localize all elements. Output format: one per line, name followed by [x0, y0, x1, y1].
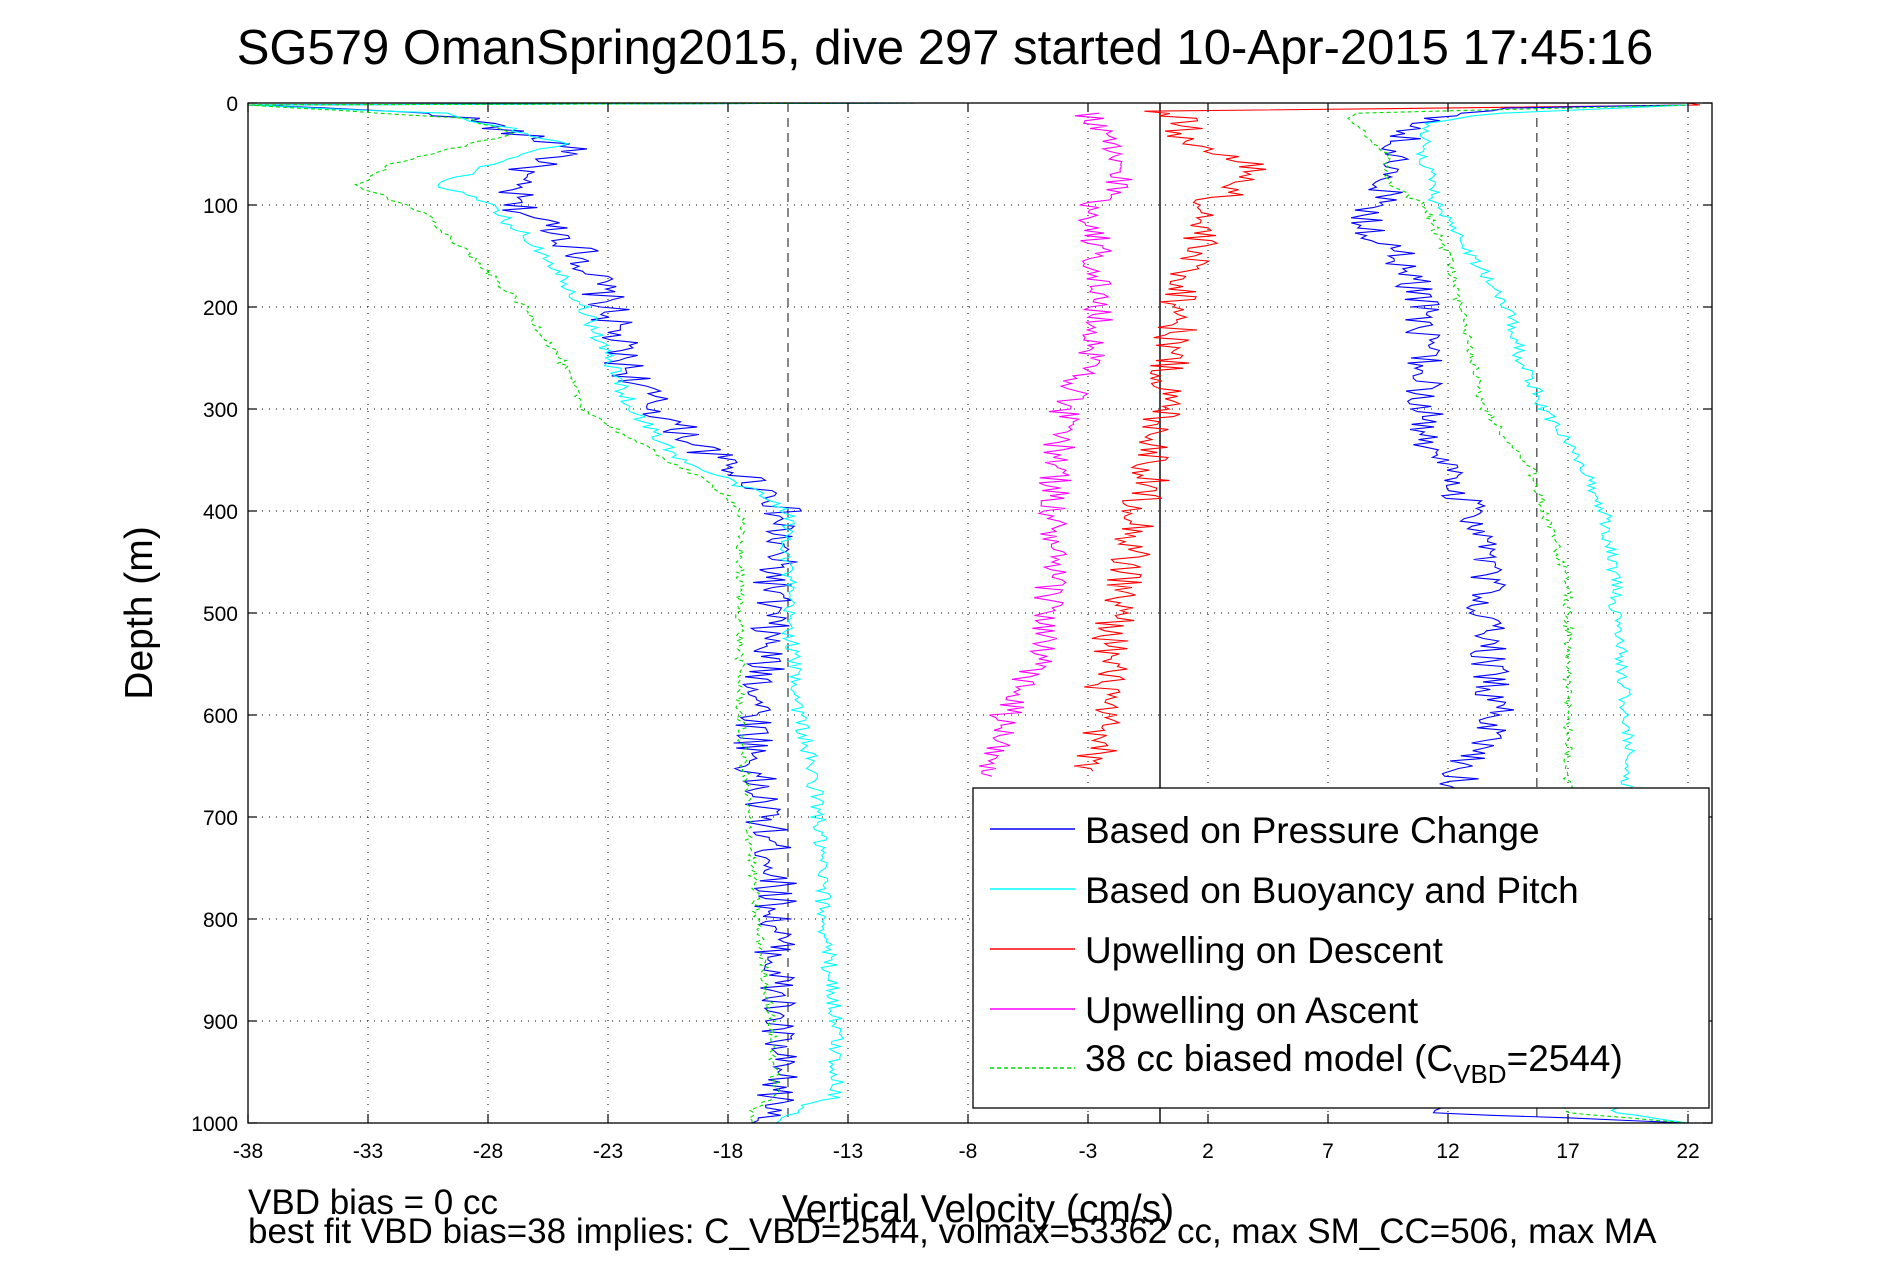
legend-model-subscript: VBD	[1453, 1059, 1506, 1089]
y-axis-label: Depth (m)	[118, 526, 161, 699]
legend-model-prefix: 38 cc biased model (C	[1085, 1038, 1453, 1079]
x-tick-label: 2	[1202, 1140, 1214, 1163]
y-tick-label: 100	[203, 195, 238, 218]
x-tick-label: -8	[959, 1140, 978, 1163]
series-line-upwelling-on-descent-descent	[1073, 102, 1701, 772]
legend-label: Based on Buoyancy and Pitch	[1085, 870, 1579, 911]
y-tick-label: 900	[203, 1011, 238, 1034]
y-tick-label: 600	[203, 705, 238, 728]
series-line-38-cc-biased-model-c-vbd-2544--descent	[247, 102, 921, 1123]
x-tick-label: -18	[713, 1140, 743, 1163]
legend-label: Upwelling on Ascent	[1085, 990, 1419, 1031]
legend-model-suffix: =2544)	[1507, 1038, 1623, 1079]
series-line-based-on-pressure-change-descent	[247, 102, 921, 1124]
series-line-38-cc-biased-model-c-vbd-2544--ascent	[1347, 104, 1689, 1124]
legend-label: Based on Pressure Change	[1085, 810, 1540, 851]
y-tick-label: 500	[203, 603, 238, 626]
x-tick-label: 17	[1556, 1140, 1579, 1163]
footer-best-fit: best fit VBD bias=38 implies: C_VBD=2544…	[248, 1212, 1657, 1251]
x-tick-label: -13	[833, 1140, 863, 1163]
series-line-upwelling-on-ascent-descent	[978, 112, 1133, 777]
x-tick-label: 7	[1322, 1140, 1334, 1163]
legend-label-model: 38 cc biased model (CVBD=2544)	[1085, 1038, 1623, 1089]
x-axis-label: Vertical Velocity (cm/s)	[782, 1188, 1174, 1231]
series-line-based-on-buoyancy-and-pitch-descent	[247, 102, 921, 1124]
y-tick-label: 200	[203, 297, 238, 320]
axis-ticks: -38 -33 -28 -23 -18 -13 -8 -3 2 7 12 17 22 0 100 200 300…	[191, 93, 1712, 1163]
chart-title: SG579 OmanSpring2015, dive 297 started 1…	[237, 21, 1654, 75]
y-tick-label: 800	[203, 909, 238, 932]
y-tick-label: 0	[226, 93, 238, 116]
legend-box	[972, 787, 1710, 1109]
x-tick-label: 12	[1436, 1140, 1459, 1163]
y-tick-label: 700	[203, 807, 238, 830]
x-tick-label: -38	[233, 1140, 263, 1163]
y-tick-label: 400	[203, 501, 238, 524]
x-tick-label: -28	[473, 1140, 503, 1163]
footer-vbd-bias: VBD bias = 0 cc	[248, 1183, 498, 1222]
x-tick-label: 22	[1676, 1140, 1699, 1163]
x-tick-label: -3	[1079, 1140, 1098, 1163]
x-tick-label: -23	[593, 1140, 623, 1163]
legend-label: Upwelling on Descent	[1085, 930, 1444, 971]
legend: Based on Pressure Change Based on Buoyanc…	[972, 787, 1710, 1109]
y-tick-label: 300	[203, 399, 238, 422]
x-tick-label: -33	[353, 1140, 383, 1163]
y-tick-label: 1000	[191, 1113, 238, 1136]
